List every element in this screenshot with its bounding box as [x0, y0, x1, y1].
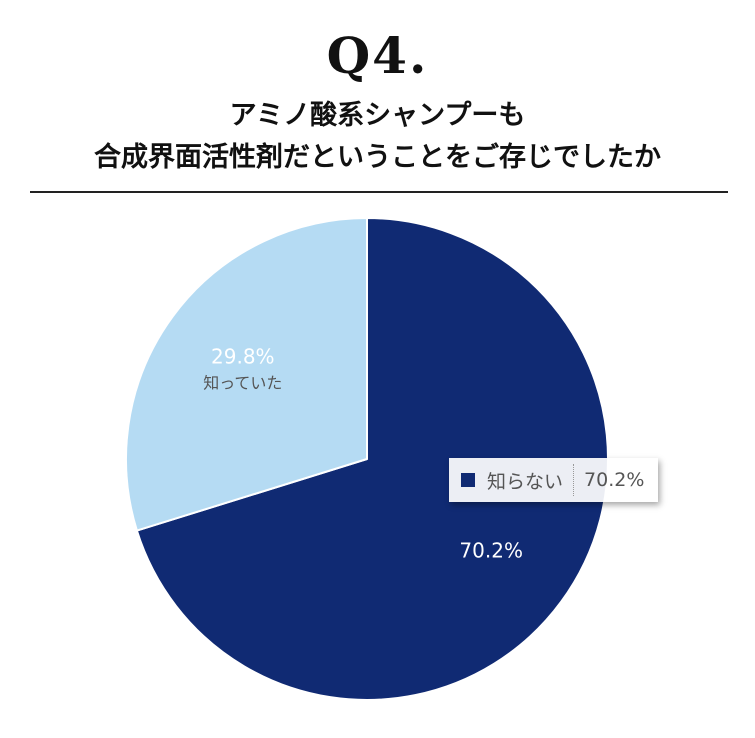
- pie-slice-1[interactable]: [125, 217, 368, 532]
- pie-labels: 70.2% 29.8% 知っていた: [203, 345, 523, 563]
- slice-category-label: 知っていた: [203, 374, 282, 393]
- question-text-line-1: アミノ酸系シャンプーも: [229, 100, 526, 131]
- tooltip-series-name: 知らない: [487, 470, 564, 493]
- question-text-line-2: 合成界面活性剤だということをご存じでしたか: [94, 142, 661, 173]
- slice-percentage-label: 29.8%: [211, 345, 275, 369]
- chart-tooltip: 知らない 70.2%: [449, 458, 659, 502]
- tooltip-swatch-icon: [461, 473, 475, 487]
- title-divider: [30, 191, 728, 193]
- pie-slice-0[interactable]: [135, 217, 609, 701]
- tooltip-separator: [573, 464, 575, 496]
- pie-slices: [125, 217, 609, 701]
- question-number: Q4.: [326, 26, 429, 85]
- slice-percentage-label: 70.2%: [459, 538, 523, 562]
- tooltip-value: 70.2%: [584, 469, 645, 491]
